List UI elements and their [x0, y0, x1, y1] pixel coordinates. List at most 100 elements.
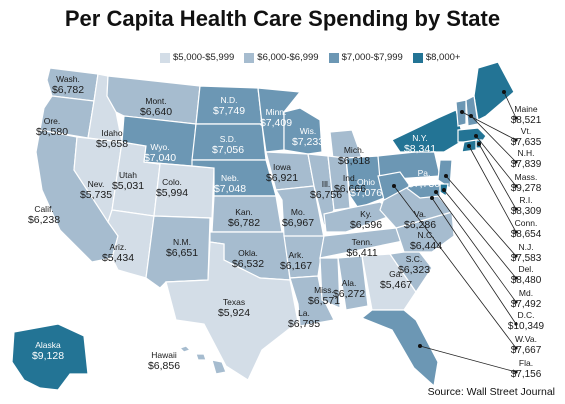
state-shape-tx [165, 241, 299, 381]
state-value-label: $6,411 [346, 247, 377, 259]
state-value-label: $7,667 [511, 345, 542, 356]
state-name-label: Ore. [44, 116, 61, 126]
state-shape-ms [319, 257, 341, 309]
leader-dot [514, 254, 518, 258]
leader-dot [434, 190, 438, 194]
state-value-label: $8,341 [404, 143, 436, 155]
state-shape-la [289, 275, 335, 327]
state-value-label: $5,924 [218, 307, 250, 319]
state-value-label: $8,521 [511, 115, 542, 126]
state-name-label: Md. [519, 288, 533, 298]
leader-dot [514, 346, 518, 350]
state-value-label: $6,967 [282, 217, 314, 229]
leader-dot [514, 230, 518, 234]
state-name-label: Idaho [101, 128, 123, 138]
state-name-label: N.Y. [412, 133, 427, 143]
state-name-label: D.C. [518, 310, 535, 320]
leader-line [419, 345, 517, 373]
state-name-label: Texas [223, 297, 245, 307]
state-name-label: Nev. [88, 179, 105, 189]
leader-dot [467, 144, 471, 148]
leader-line [468, 145, 517, 233]
leader-dot [514, 300, 518, 304]
state-value-label: $6,580 [36, 126, 68, 138]
legend-item-tier2: $6,000-$6,999 [244, 52, 319, 63]
state-value-label: $6,921 [266, 172, 298, 184]
state-value-label: $5,031 [112, 180, 144, 192]
state-name-label: Alaska [35, 340, 61, 350]
state-name-label: Wash. [56, 74, 80, 84]
state-name-label: Ill. [322, 179, 331, 189]
state-value-label: $7,076 [350, 187, 382, 199]
state-value-label: $7,492 [511, 299, 542, 310]
legend-label: $8,000+ [425, 52, 461, 63]
leader-dot [514, 322, 518, 326]
leader-line [478, 143, 517, 210]
state-value-label: $5,994 [156, 187, 188, 199]
leader-dot [444, 174, 448, 178]
state-value-label: $6,272 [333, 288, 365, 300]
state-name-label: Ariz. [110, 242, 127, 252]
legend-item-tier4: $8,000+ [412, 52, 461, 63]
state-name-label: Utah [119, 170, 137, 180]
state-value-label: $9,128 [32, 350, 64, 362]
state-name-label: N.M. [173, 237, 191, 247]
state-value-label: $6,323 [398, 264, 430, 276]
leader-dot [418, 344, 422, 348]
legend-swatch [412, 52, 423, 63]
state-shape-ma [457, 127, 487, 143]
leader-line [435, 191, 517, 303]
state-value-label: $6,782 [228, 217, 260, 229]
state-shape-ga [361, 253, 417, 311]
state-name-label: Maine [514, 104, 537, 114]
leader-dot [502, 90, 506, 94]
state-value-label: $6,286 [404, 219, 436, 231]
legend-swatch [328, 52, 339, 63]
state-value-label: $6,756 [310, 189, 342, 201]
state-name-label: S.D. [220, 134, 237, 144]
state-name-label: N.C. [418, 230, 435, 240]
state-value-label: $6,238 [28, 214, 60, 226]
state-value-label: $7,040 [144, 152, 176, 164]
state-name-label: S.C. [406, 254, 423, 264]
state-shape-me [473, 61, 515, 121]
leader-line [503, 91, 517, 119]
state-shape-hi [211, 359, 227, 375]
leader-dot [514, 138, 518, 142]
legend-item-tier1: $5,000-$5,999 [160, 52, 234, 63]
state-value-label: $7,749 [213, 105, 245, 117]
leader-line [470, 115, 517, 163]
state-name-label: N.J. [518, 242, 533, 252]
leader-dot [469, 114, 473, 118]
state-name-label: Iowa [273, 162, 291, 172]
leader-dot [514, 207, 518, 211]
state-name-label: Hawaii [151, 350, 177, 360]
state-name-label: Mo. [291, 207, 305, 217]
state-value-label: $6,571 [308, 295, 340, 307]
state-name-label: Tenn. [352, 237, 373, 247]
state-name-label: La. [298, 308, 310, 318]
state-value-label: $7,156 [511, 369, 542, 380]
state-shape-ak [11, 323, 89, 391]
state-name-label: Wis. [300, 126, 317, 136]
state-name-label: Va. [414, 209, 426, 219]
leader-dot [460, 110, 464, 114]
state-value-label: $6,596 [350, 219, 382, 231]
leader-lines [392, 90, 518, 374]
leader-dot [392, 184, 396, 188]
state-value-label: $5,735 [80, 189, 112, 201]
state-value-label: $9,278 [511, 183, 542, 194]
state-name-label: Neb. [221, 173, 239, 183]
state-shape-md [402, 183, 441, 199]
state-value-label: $6,651 [166, 247, 198, 259]
source-note: Source: Wall Street Journal [427, 386, 555, 398]
leader-dot [514, 184, 518, 188]
state-shape-al [337, 255, 369, 311]
state-name-label: Okla. [238, 248, 258, 258]
legend-label: $6,000-$6,999 [257, 52, 319, 63]
state-shape-wi [283, 107, 323, 155]
state-value-label: $6,640 [140, 106, 172, 118]
leader-dot [477, 142, 481, 146]
leader-dot [430, 196, 434, 200]
state-name-label: Ky. [360, 209, 372, 219]
